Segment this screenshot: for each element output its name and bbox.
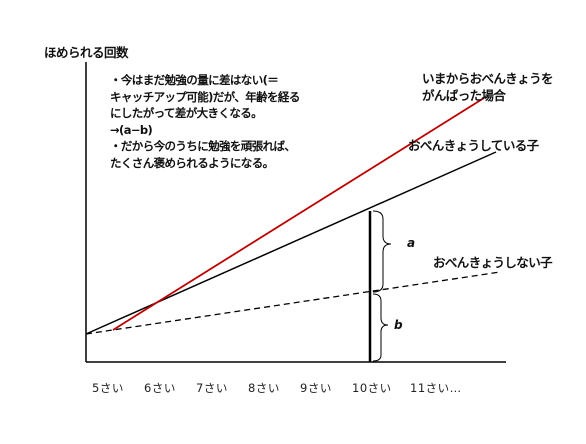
red-line-start-now <box>112 97 485 331</box>
x-tick-label: 7さい <box>196 381 228 395</box>
brace-b <box>372 293 389 362</box>
x-tick-label: 5さい <box>92 381 124 395</box>
brace-a <box>372 210 392 293</box>
note-line: たくさん褒められるようになる。 <box>110 155 274 170</box>
red-line-label-line: がんばった場合 <box>422 88 506 103</box>
x-tick-label: 9さい <box>300 381 332 395</box>
note-line: にしたがって差が大きくなる。 <box>110 106 263 120</box>
dashed-line-not-studying <box>85 271 501 335</box>
x-tick-label: 11さい… <box>410 381 462 395</box>
brace-a-label: a <box>407 236 416 250</box>
red-line-label-line: いまからおべんきょうを <box>422 71 554 86</box>
brace-b-label: b <box>394 318 403 332</box>
note-line: ・今はまだ勉強の量に差はない(＝ <box>110 73 279 87</box>
note-line: ・だから今のうちに勉強を頑張れば、 <box>110 139 296 153</box>
black-line-label: おべんきょうしている子 <box>408 138 539 153</box>
explanation-note: ・今はまだ勉強の量に差はない(＝ キャッチアップ可能)だが、年齢を経る にしたが… <box>110 72 300 171</box>
note-line: キャッチアップ可能)だが、年齢を経る <box>110 89 300 104</box>
y-axis-label: ほめられる回数 <box>44 45 129 60</box>
x-tick-label: 10さい <box>352 381 392 395</box>
note-line: →(a−b) <box>110 122 153 137</box>
black-line-studying <box>85 151 497 335</box>
x-tick-label: 8さい <box>248 381 280 395</box>
x-tick-label: 6さい <box>144 381 176 395</box>
red-line-label: いまからおべんきょうを がんばった場合 <box>422 70 554 104</box>
dashed-line-label: おべんきょうしない子 <box>433 255 553 270</box>
